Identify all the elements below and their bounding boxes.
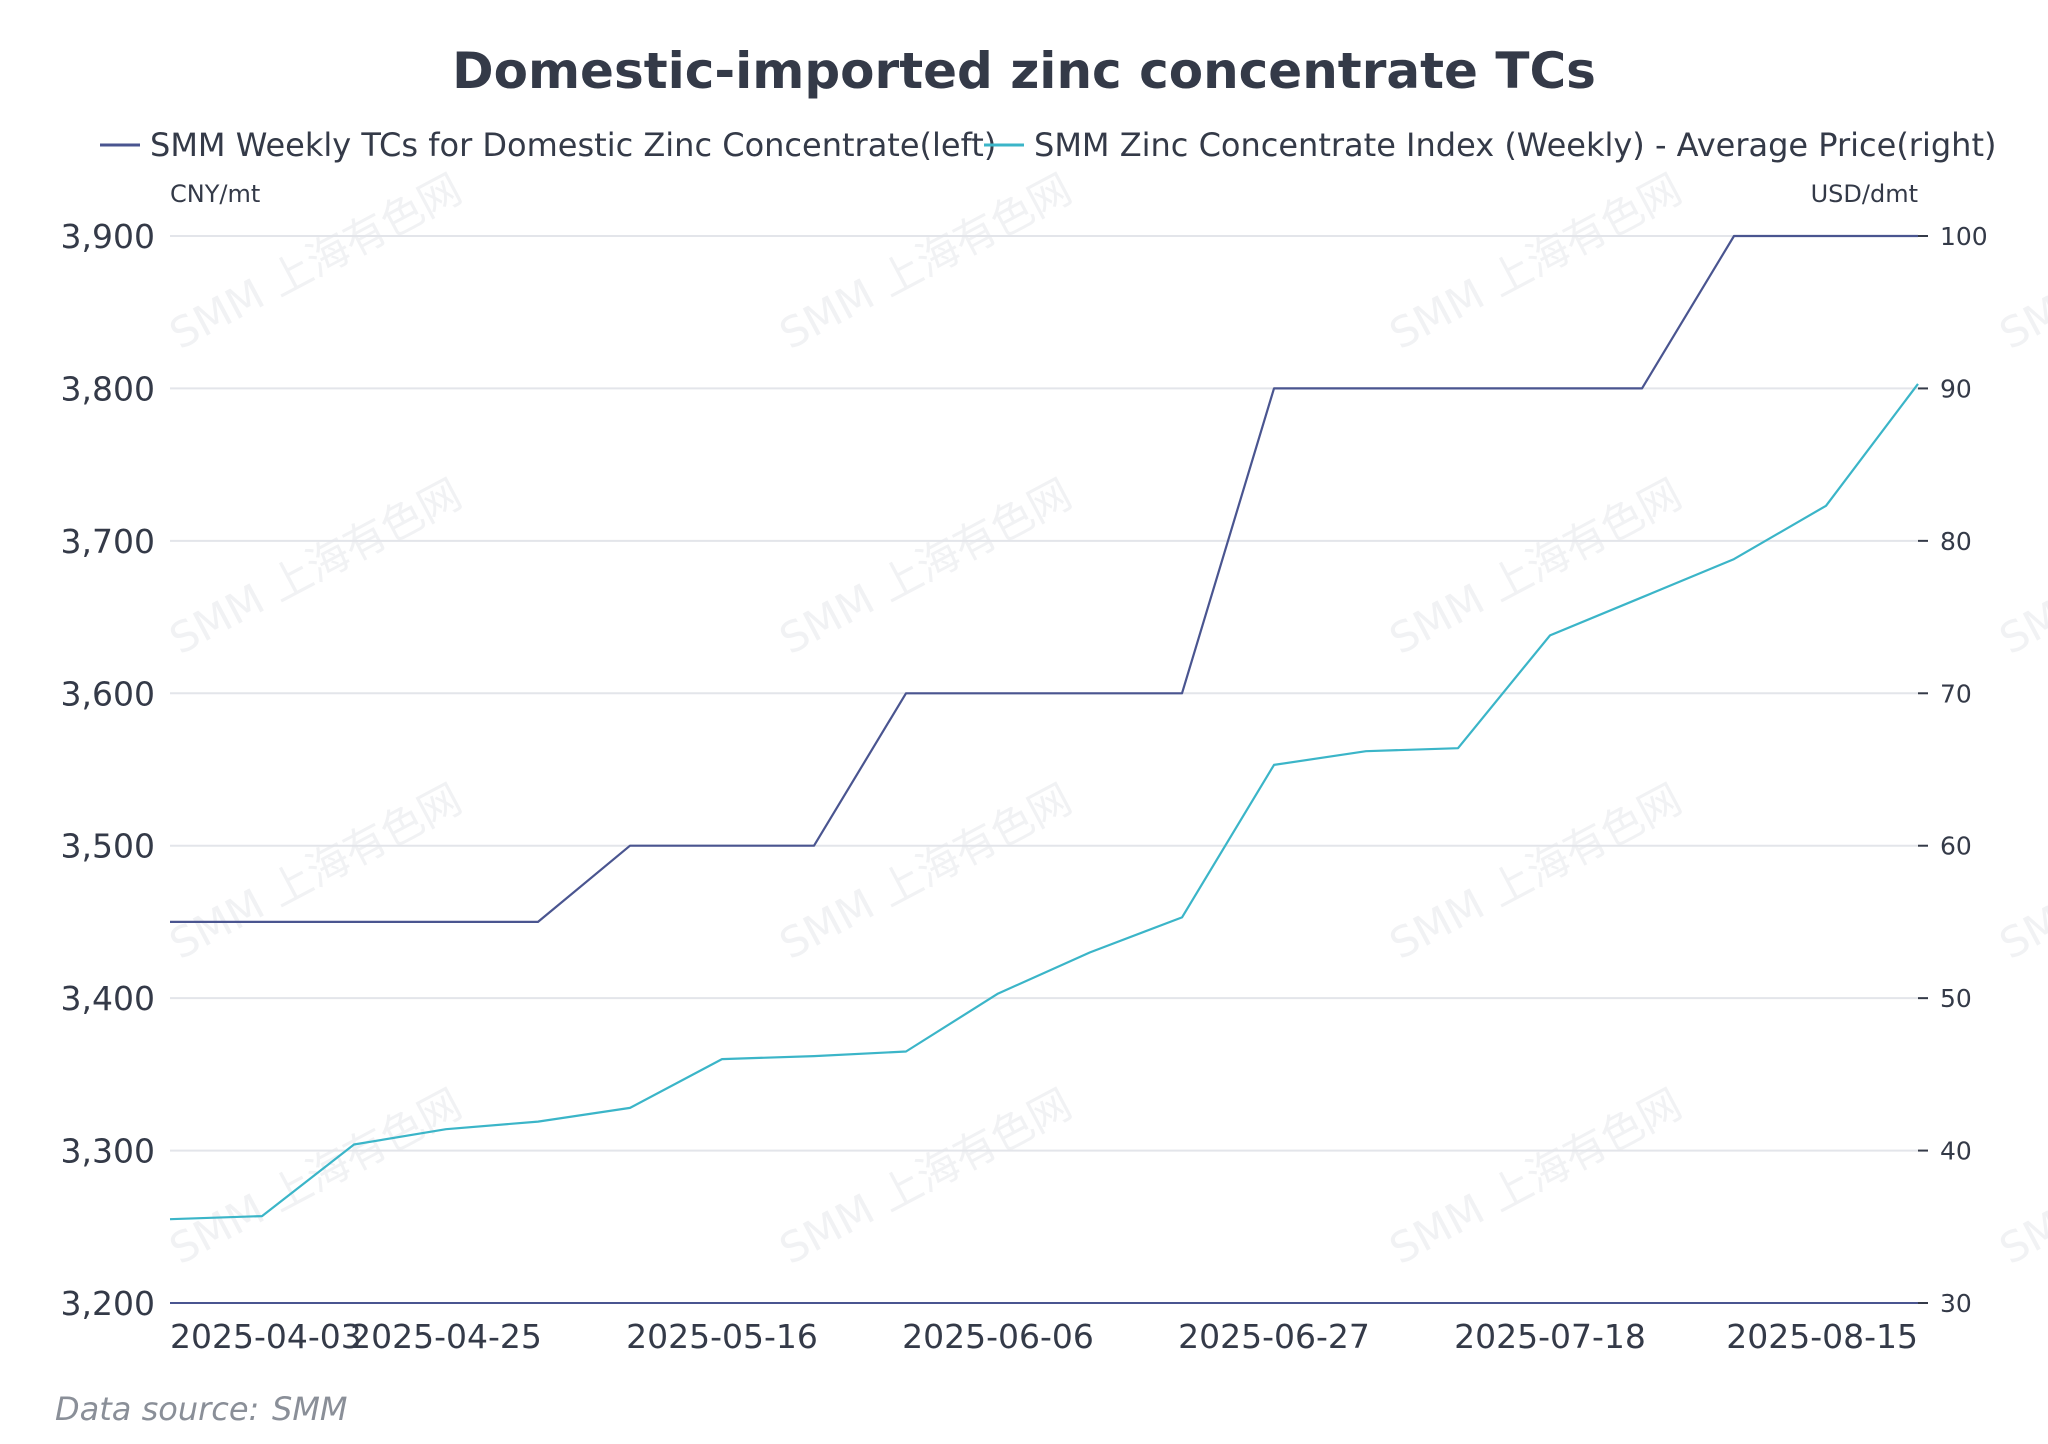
left-tick-label: 3,200 [61,1284,155,1323]
right-axis-ticks: 30 40 50 60 70 80 90 100 [1918,222,1988,1318]
x-tick-label: 2025-04-03 [170,1317,362,1356]
right-tick-label: 60 [1940,832,1972,861]
right-tick-label: 90 [1940,374,1972,403]
watermark: SMM 上海有色网 [1382,774,1690,969]
x-tick-label: 2025-04-25 [350,1317,542,1356]
series-lines [169,234,1919,1221]
right-tick-label: 50 [1940,984,1972,1013]
watermark: SMM 上海有色网 [772,469,1080,664]
left-tick-label: 3,500 [61,827,155,866]
x-tick-label: 2025-08-15 [1726,1317,1918,1356]
gridlines [170,235,1918,1304]
left-tick-label: 3,800 [61,369,155,408]
left-tick-label: 3,400 [61,979,155,1018]
x-tick-label: 2025-06-06 [902,1317,1094,1356]
watermark: SMM 上海有色网 [1992,1079,2048,1274]
right-tick-label: 40 [1940,1137,1972,1166]
left-tick-label: 3,700 [61,522,155,561]
x-tick-label: 2025-05-16 [626,1317,818,1356]
watermark: SMM 上海有色网 [772,1079,1080,1274]
watermark: SMM 上海有色网 [162,469,470,664]
watermark: SMM 上海有色网 [1992,774,2048,969]
data-source-name: SMM [272,1390,348,1428]
left-tick-label: 3,300 [61,1132,155,1171]
legend-label-index-price: SMM Zinc Concentrate Index (Weekly) - Av… [1034,126,1996,164]
series-line-index-price [169,383,1919,1221]
left-axis-unit: CNY/mt [170,180,260,208]
watermark: SMM 上海有色网 [1992,469,2048,664]
right-tick-label: 70 [1940,679,1972,708]
right-tick-label: 30 [1940,1289,1972,1318]
right-axis-unit: USD/dmt [1811,180,1918,208]
series-line-domestic-tc [170,234,1918,924]
chart-title: Domestic-imported zinc concentrate TCs [452,42,1596,100]
watermark: SMM 上海有色网 [1992,164,2048,359]
watermark: SMM 上海有色网 [1382,1079,1690,1274]
left-tick-label: 3,600 [61,674,155,713]
watermark: SMM 上海有色网 [772,164,1080,359]
data-source-label: Data source: [55,1390,259,1428]
x-tick-label: 2025-06-27 [1178,1317,1370,1356]
watermark: SMM 上海有色网 [1382,469,1690,664]
right-tick-label: 80 [1940,527,1972,556]
x-tick-label: 2025-07-18 [1454,1317,1646,1356]
watermarks: SMM 上海有色网 SMM 上海有色网 SMM 上海有色网 SMM 上海有色网 SMM … [162,164,2048,1274]
right-tick-label: 100 [1940,222,1988,251]
legend-label-domestic-tc: SMM Weekly TCs for Domestic Zinc Concent… [150,126,996,164]
left-axis-ticks: 3,200 3,300 3,400 3,500 3,600 3,700 3,800 3,900 [61,217,155,1323]
watermark: SMM 上海有色网 [772,774,1080,969]
data-source: Data source: SMM [55,1390,348,1428]
legend: SMM Weekly TCs for Domestic Zinc Concent… [100,126,1996,164]
watermark: SMM 上海有色网 [162,1079,470,1274]
watermark: SMM 上海有色网 [162,774,470,969]
watermark: SMM 上海有色网 [1382,164,1690,359]
left-tick-label: 3,900 [61,217,155,256]
